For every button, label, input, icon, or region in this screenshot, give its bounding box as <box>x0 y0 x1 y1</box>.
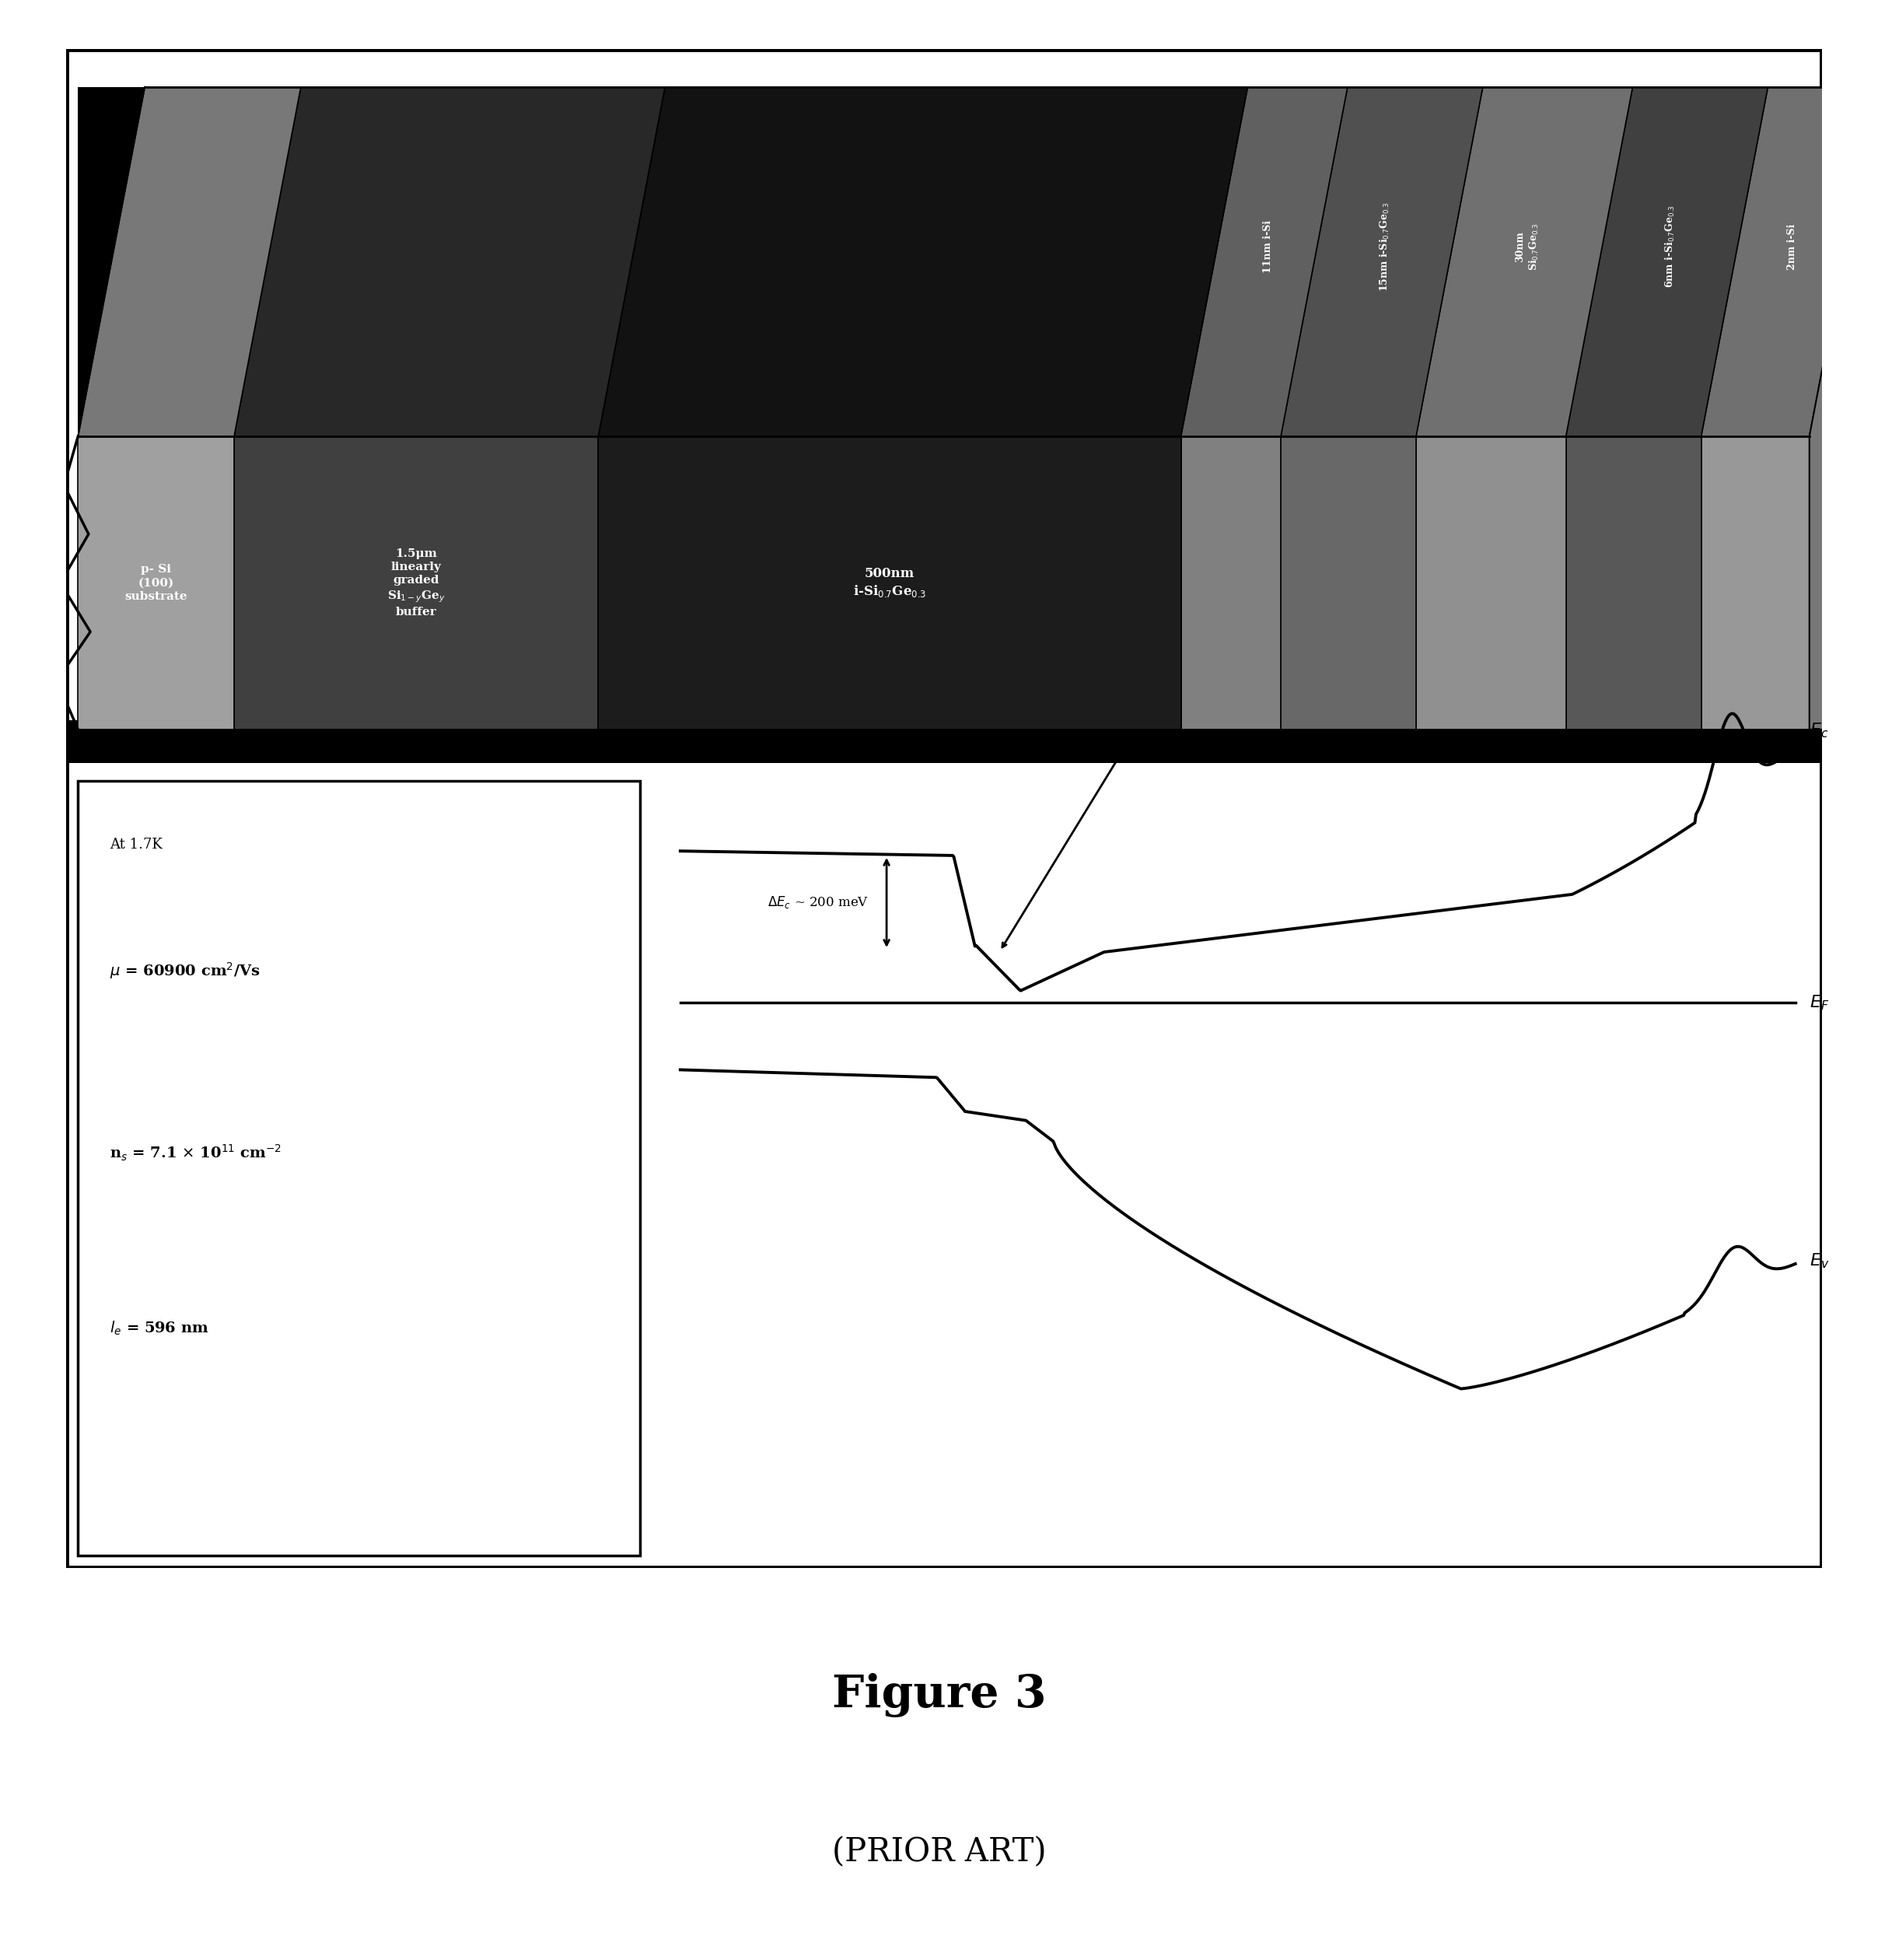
Text: $E_v$: $E_v$ <box>1809 1252 1829 1270</box>
Polygon shape <box>235 437 599 729</box>
Text: 2nm i-Si: 2nm i-Si <box>1786 223 1797 270</box>
Polygon shape <box>235 86 665 437</box>
Polygon shape <box>1181 86 1348 437</box>
Text: n$_s$ = 7.1 $\times$ 10$^{11}$ cm$^{-2}$: n$_s$ = 7.1 $\times$ 10$^{11}$ cm$^{-2}$ <box>109 1143 282 1162</box>
Polygon shape <box>1809 86 1876 729</box>
Text: $\Delta E_c$ ~ 200 meV: $\Delta E_c$ ~ 200 meV <box>768 896 870 909</box>
Text: Figure 3: Figure 3 <box>832 1674 1046 1717</box>
Text: 1.5μm
linearly
graded
Si$_{1-y}$Ge$_y$
buffer: 1.5μm linearly graded Si$_{1-y}$Ge$_y$ b… <box>387 549 445 617</box>
Text: 11nm i-Si: 11nm i-Si <box>1262 220 1273 272</box>
Text: p- Si
(100)
substrate: p- Si (100) substrate <box>124 564 188 602</box>
Polygon shape <box>1701 437 1809 729</box>
Bar <box>79 782 640 1556</box>
Polygon shape <box>1566 437 1701 729</box>
Text: 15nm i-Si$_{0.7}$Ge$_{0.3}$: 15nm i-Si$_{0.7}$Ge$_{0.3}$ <box>1378 202 1392 292</box>
Polygon shape <box>599 437 1181 729</box>
Text: $l_e$ = 596 nm: $l_e$ = 596 nm <box>109 1319 208 1337</box>
Bar <box>66 721 1822 762</box>
Polygon shape <box>599 86 1247 437</box>
Polygon shape <box>1416 437 1566 729</box>
Text: 30nm
Si$_{0.7}$Ge$_{0.3}$: 30nm Si$_{0.7}$Ge$_{0.3}$ <box>1516 223 1540 270</box>
Polygon shape <box>79 86 300 437</box>
Text: 6nm i-Si$_{0.7}$Ge$_{0.3}$: 6nm i-Si$_{0.7}$Ge$_{0.3}$ <box>1664 206 1677 288</box>
Bar <box>79 86 1809 729</box>
Text: 500nm
i-Si$_{0.7}$Ge$_{0.3}$: 500nm i-Si$_{0.7}$Ge$_{0.3}$ <box>853 566 926 600</box>
Text: $E_F$: $E_F$ <box>1809 994 1829 1011</box>
Polygon shape <box>1566 86 1767 437</box>
Polygon shape <box>79 437 235 729</box>
Polygon shape <box>1701 86 1876 437</box>
Text: $E_c$: $E_c$ <box>1809 721 1829 739</box>
Text: 2DEG: 2DEG <box>1114 737 1162 751</box>
Text: (PRIOR ART): (PRIOR ART) <box>832 1837 1046 1868</box>
Polygon shape <box>1181 437 1281 729</box>
Polygon shape <box>1281 437 1416 729</box>
Text: $\mu$ = 60900 cm$^2$/Vs: $\mu$ = 60900 cm$^2$/Vs <box>109 960 261 982</box>
Polygon shape <box>1281 86 1484 437</box>
Text: At 1.7K: At 1.7K <box>109 839 162 853</box>
Polygon shape <box>1416 86 1632 437</box>
